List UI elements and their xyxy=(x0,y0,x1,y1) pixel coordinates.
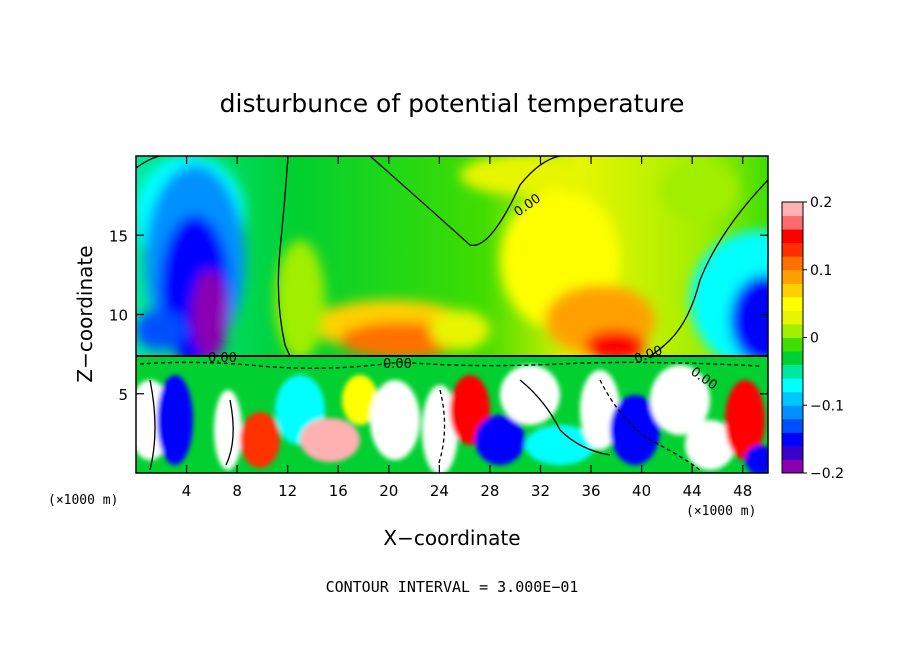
colorbar-swatch xyxy=(782,296,803,311)
x-axis-ticks: 4 8 12 16 20 24 28 32 36 40 44 48 xyxy=(182,156,752,500)
colorbar-swatch xyxy=(782,445,803,460)
x-tick-label: 4 xyxy=(182,482,192,500)
colorbar-label: −0.1 xyxy=(810,398,844,414)
colorbar-swatch xyxy=(782,310,803,325)
x-tick-label: 20 xyxy=(379,482,398,500)
x-tick-label: 32 xyxy=(531,482,550,500)
colorbar-swatch xyxy=(782,337,803,352)
y-axis-ticks: 5 10 15 xyxy=(109,227,768,404)
x-tick-label: 36 xyxy=(581,482,600,500)
x-tick-label: 24 xyxy=(430,482,449,500)
colorbar-swatch xyxy=(782,323,803,338)
colorbar-swatch xyxy=(782,256,803,271)
y-tick-label: 15 xyxy=(109,227,128,245)
colorbar-label: 0.2 xyxy=(810,195,832,211)
x-unit-label: (×1000 m) xyxy=(686,504,756,519)
x-tick-label: 12 xyxy=(278,482,297,500)
colorbar-label: 0.1 xyxy=(810,263,832,279)
y-tick-label: 10 xyxy=(109,307,128,325)
colorbar: 0.2 0.1 0 −0.1 −0.2 xyxy=(782,195,844,482)
colorbar-swatch xyxy=(782,283,803,298)
x-tick-label: 28 xyxy=(480,482,499,500)
colorbar-swatch xyxy=(782,391,803,406)
colorbar-label: −0.2 xyxy=(810,466,844,482)
x-axis-label: X−coordinate xyxy=(383,526,520,550)
colorbar-swatch xyxy=(782,459,803,474)
colorbar-swatch xyxy=(782,215,803,230)
temperature-field: 0.00 0.00 0.00 0.00 0.00 xyxy=(136,156,768,473)
contour-label: 0.00 xyxy=(208,351,237,366)
colorbar-frame xyxy=(781,201,804,474)
y-tick-label: 5 xyxy=(118,386,128,404)
colorbar-swatch xyxy=(782,432,803,447)
contour-lines xyxy=(136,156,768,471)
colorbar-swatch xyxy=(782,242,803,257)
colorbar-swatch xyxy=(782,418,803,433)
chart-title: disturbunce of potential temperature xyxy=(220,89,685,118)
contour-label: 0.00 xyxy=(383,357,412,372)
x-tick-label: 40 xyxy=(632,482,651,500)
colorbar-swatch xyxy=(782,378,803,393)
colorbar-swatch xyxy=(782,269,803,284)
colorbar-swatch xyxy=(782,202,803,217)
colorbar-label: 0 xyxy=(810,331,819,347)
contour-interval-note: CONTOUR INTERVAL = 3.000E−01 xyxy=(326,578,579,596)
colorbar-swatch xyxy=(782,229,803,244)
colorbar-swatch xyxy=(782,405,803,420)
z-unit-label: (×1000 m) xyxy=(48,493,118,508)
x-tick-label: 44 xyxy=(683,482,702,500)
colorbar-swatch xyxy=(782,364,803,379)
y-axis-label: Z−coordinate xyxy=(73,245,97,382)
x-tick-label: 48 xyxy=(733,482,752,500)
x-tick-label: 8 xyxy=(232,482,242,500)
colorbar-swatch xyxy=(782,351,803,366)
x-tick-label: 16 xyxy=(329,482,348,500)
